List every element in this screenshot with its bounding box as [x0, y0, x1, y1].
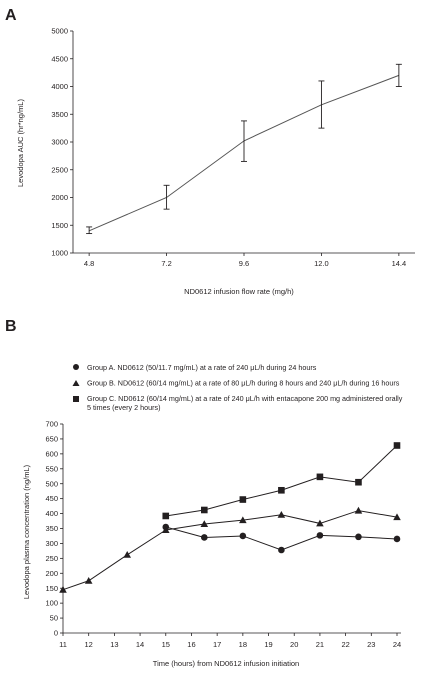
legend-marker-group-c [73, 396, 79, 402]
panel-b-x-tick-label: 15 [162, 640, 170, 649]
panel-b-x-tick-label: 18 [239, 640, 247, 649]
panel-b-y-tick-label: 700 [45, 420, 58, 429]
panel-b-marks [59, 442, 401, 593]
panel-b-x-tick-label: 19 [264, 640, 272, 649]
panel-a-x-tick-label: 9.6 [239, 259, 249, 268]
panel-b-x-tick-label: 20 [290, 640, 298, 649]
panel-b-x-tick-label: 23 [367, 640, 375, 649]
panel-b-x-tick-label: 13 [110, 640, 118, 649]
panel-b-line-group-c [165, 445, 398, 517]
panel-b-legend: Group A. ND0612 (50/11.7 mg/mL) at a rat… [72, 363, 403, 412]
panel-a-y-tick-label: 5000 [51, 27, 68, 36]
panel-a-x-axis-title: ND0612 infusion flow rate (mg/h) [184, 287, 294, 296]
panel-b-y-tick-label: 200 [45, 569, 58, 578]
panel-label-a: A [5, 7, 17, 24]
panel-b-y-tick-label: 50 [50, 614, 58, 623]
panel-a-y-tick-label: 2000 [51, 193, 68, 202]
panel-b-point-group-b [277, 510, 286, 518]
panel-b-point-group-b [239, 516, 247, 524]
legend-label-group-a: Group A. ND0612 (50/11.7 mg/mL) at a rat… [87, 363, 317, 372]
panel-b-point-group-c [316, 473, 324, 481]
panel-b-x-tick-label: 22 [341, 640, 349, 649]
panel-b-point-group-a [239, 532, 247, 540]
panel-a-y-tick-label: 1000 [51, 249, 68, 258]
panel-b: B Group A. ND0612 (50/11.7 mg/mL) at a r… [5, 318, 403, 668]
panel-a-y-tick-label: 4000 [51, 82, 68, 91]
panel-a-x-tick-label: 4.8 [84, 259, 94, 268]
panel-b-point-group-a [316, 532, 324, 539]
panel-a-y-tick-label: 3000 [51, 138, 68, 147]
legend-label-group-c-line: 5 times (every 2 hours) [87, 403, 161, 412]
panel-b-line-group-a [165, 526, 398, 551]
panel-b-y-tick-label: 350 [45, 524, 58, 533]
panel-b-y-tick-label: 150 [45, 584, 58, 593]
panel-b-y-tick-label: 550 [45, 464, 58, 473]
panel-b-y-tick-label: 650 [45, 435, 58, 444]
panel-a-y-tick-label: 4500 [51, 54, 68, 63]
panel-a-x-tick-label: 12.0 [314, 259, 329, 268]
panel-b-y-tick-label: 450 [45, 494, 58, 503]
panel-b-point-group-b [393, 513, 401, 521]
panel-b-point-group-a [278, 546, 285, 554]
panel-a-x-tick-label: 7.2 [161, 259, 171, 268]
panel-b-y-tick-label: 100 [45, 599, 58, 608]
panel-a-x-tick-label: 14.4 [392, 259, 407, 268]
panel-b-point-group-c [201, 506, 208, 514]
panel-b-x-tick-label: 17 [213, 640, 221, 649]
panel-a-axes: 1000 1500 2000 2500 3000 3500 4000 4500 5000 4.8 7… [51, 27, 415, 268]
panel-b-point-group-a [393, 535, 401, 543]
panel-b-y-tick-label: 400 [45, 509, 58, 518]
panel-b-x-tick-label: 16 [187, 640, 195, 649]
panel-b-point-group-b [316, 519, 324, 527]
panel-b-y-tick-label: 300 [45, 539, 58, 548]
panel-b-point-group-b [354, 506, 363, 514]
legend-label-group-b: Group B. ND0612 (60/14 mg/mL) at a rate … [87, 379, 400, 388]
panel-a-y-tick-label: 1500 [51, 221, 68, 230]
panel-a-y-axis-title: Levodopa AUC (hr*ng/mL) [16, 99, 25, 187]
panel-b-point-group-b [200, 520, 209, 528]
panel-b-point-group-a [355, 533, 362, 541]
panel-b-y-axis-title: Levodopa plasma concentration (ng/mL) [22, 464, 31, 599]
panel-b-point-group-c [239, 496, 247, 503]
panel-b-point-group-b [161, 526, 170, 533]
panel-b-x-tick-label: 11 [59, 640, 67, 649]
panel-b-shared-line [62, 529, 167, 591]
panel-b-point-shared [59, 585, 67, 593]
panel-b-point-group-c [278, 486, 285, 494]
panel-a-y-tick-label: 2500 [51, 165, 68, 174]
panel-b-y-tick-label: 600 [45, 449, 58, 458]
panel-b-y-tick-label: 0 [54, 629, 58, 638]
panel-b-point-shared [84, 576, 93, 584]
panel-a: A 1000 1500 2000 2500 3000 3500 4000 4500 5000 4.… [5, 7, 415, 296]
panel-a-marks [86, 63, 402, 235]
panel-b-axes: 0 50 100 150 200 250 300 350 400 450 500 550 600 650 7… [45, 420, 401, 649]
panel-b-x-tick-label: 24 [393, 640, 401, 649]
legend-marker-group-a [73, 364, 79, 370]
legend-label-group-c-line: Group C. ND0612 (60/14 mg/mL) at a rate … [87, 394, 403, 403]
legend-marker-group-b [72, 380, 80, 386]
panel-a-y-tick-label: 3500 [51, 110, 68, 119]
panel-b-y-tick-label: 250 [45, 554, 58, 563]
panel-b-x-axis-title: Time (hours) from ND0612 infusion initia… [153, 659, 299, 668]
panel-b-y-tick-label: 500 [45, 479, 58, 488]
panel-b-point-group-c [162, 512, 170, 520]
panel-b-x-tick-label: 21 [316, 640, 324, 649]
panel-b-point-shared [123, 550, 132, 558]
panel-b-x-tick-label: 12 [85, 640, 93, 649]
panel-b-point-group-c [355, 478, 362, 486]
panel-label-b: B [5, 318, 17, 335]
panel-b-point-group-c [393, 442, 401, 449]
panel-b-x-tick-label: 14 [136, 640, 144, 649]
panel-b-point-group-a [201, 534, 208, 541]
legend-label-group-c: Group C. ND0612 (60/14 mg/mL) at a rate … [87, 394, 403, 412]
